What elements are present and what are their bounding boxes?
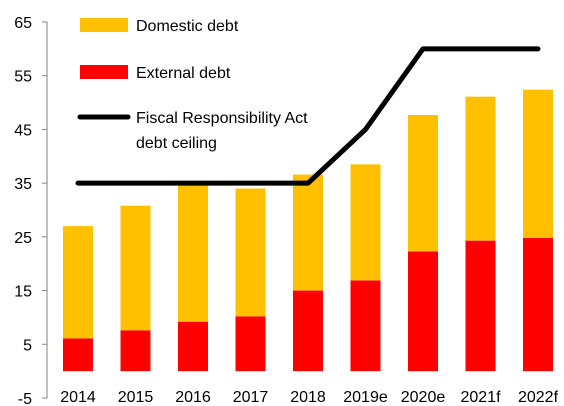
- legend-label-ceiling-line2: debt ceiling: [136, 135, 217, 152]
- bar-domestic: [63, 226, 93, 339]
- bar-domestic: [350, 164, 381, 281]
- x-axis-ticks: 2014 2015 2016 2017 2018 2019e 2020e 2021f 2022f: [60, 389, 558, 406]
- bar-external: [408, 251, 438, 372]
- y-tick-label: 45: [14, 122, 32, 139]
- bar-domestic: [178, 183, 208, 322]
- y-axis-ticks: 65 55 45 35 25 15 5 -5: [14, 15, 47, 406]
- bar-external: [63, 338, 93, 372]
- legend-label-external: External debt: [136, 65, 231, 82]
- y-tick-label: 65: [14, 15, 32, 32]
- bar-external: [235, 316, 266, 372]
- bar-domestic: [235, 188, 266, 317]
- y-tick-label: 55: [14, 69, 32, 86]
- legend-swatch-external: [80, 65, 128, 79]
- x-tick-label: 2019e: [343, 389, 388, 406]
- ceiling-line: [75, 46, 541, 186]
- bar-external: [178, 321, 208, 372]
- y-tick-label: -5: [18, 391, 32, 406]
- legend: Domestic debt External debt Fiscal Respo…: [77, 18, 308, 152]
- legend-label-domestic: Domestic debt: [136, 18, 239, 35]
- x-tick-label: 2021f: [460, 389, 501, 406]
- bar-domestic: [523, 89, 553, 238]
- bar-domestic: [408, 114, 438, 252]
- x-tick-label: 2014: [60, 389, 96, 406]
- bar-external: [120, 330, 151, 372]
- bar-domestic: [465, 96, 496, 241]
- y-tick-label: 25: [14, 230, 32, 247]
- bar-external: [293, 290, 323, 372]
- bar-external: [523, 237, 553, 372]
- x-tick-label: 2017: [233, 389, 269, 406]
- legend-swatch-domestic: [80, 18, 128, 32]
- x-tick-label: 2015: [118, 389, 154, 406]
- y-tick-label: 5: [23, 337, 32, 354]
- x-tick-label: 2022f: [518, 389, 559, 406]
- bar-group: [63, 89, 553, 372]
- y-tick-label: 35: [14, 176, 32, 193]
- bar-external: [465, 240, 496, 372]
- bar-domestic: [120, 205, 151, 331]
- legend-label-ceiling-line1: Fiscal Responsibility Act: [136, 110, 308, 127]
- x-tick-label: 2020e: [401, 389, 446, 406]
- x-tick-label: 2016: [175, 389, 211, 406]
- bar-domestic: [293, 174, 323, 291]
- x-tick-label: 2018: [290, 389, 326, 406]
- bar-external: [350, 280, 381, 372]
- ceiling-line-group: [75, 46, 541, 186]
- y-tick-label: 15: [14, 284, 32, 301]
